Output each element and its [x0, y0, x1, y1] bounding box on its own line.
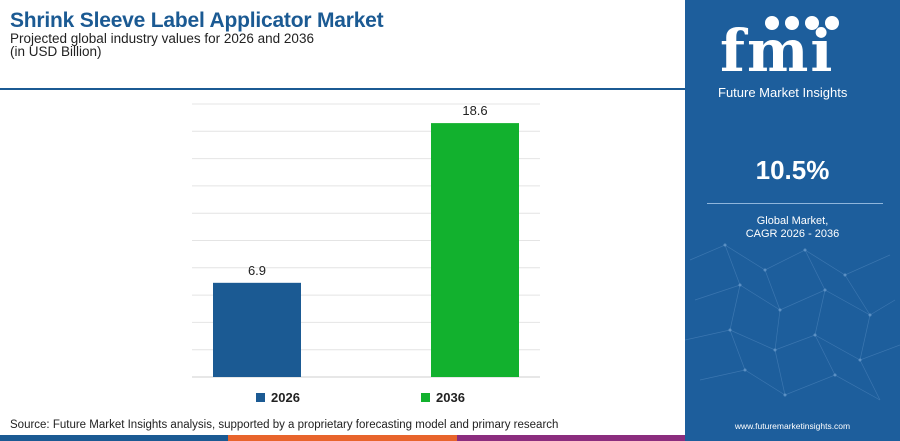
- stripe-segment-purple: [456, 435, 685, 441]
- logo-pictogram-row: [765, 16, 839, 30]
- legend-swatch-2026: [256, 393, 265, 402]
- chart-unit-label: (in USD Billion): [10, 44, 102, 59]
- logo-dot-icon: [785, 16, 799, 30]
- stripe-segment-orange: [228, 435, 457, 441]
- chart-header: Shrink Sleeve Label Applicator Market Pr…: [0, 0, 685, 90]
- cagr-label: Global Market, CAGR 2026 - 2036: [685, 215, 900, 241]
- fmi-logo: fmi Future Market Insights: [685, 10, 900, 110]
- chart-subtitle: Projected global industry values for 202…: [10, 31, 314, 46]
- cagr-value: 10.5%: [755, 155, 830, 185]
- network-pattern-decoration: [685, 243, 900, 401]
- bar-chart: 6.9 18.6: [192, 103, 540, 378]
- logo-dot-icon: [805, 16, 819, 30]
- bar-2026: [213, 282, 301, 377]
- logo-wordmark: fmi: [720, 17, 835, 85]
- legend-item-2036: 2036: [421, 390, 465, 405]
- side-panel: fmi Future Market Insights 10.5% Global …: [685, 0, 900, 441]
- data-label-2026: 6.9: [248, 263, 266, 278]
- data-label-2036: 18.6: [462, 103, 487, 118]
- chart-title: Shrink Sleeve Label Applicator Market: [10, 9, 384, 32]
- stripe-segment-blue: [0, 435, 229, 441]
- legend-label-2036: 2036: [436, 390, 465, 405]
- plot-area: 6.9 18.6: [0, 92, 685, 412]
- legend-item-2026: 2026: [256, 390, 300, 405]
- logo-subtext: Future Market Insights: [718, 85, 848, 100]
- cagr-label-line2: CAGR 2026 - 2036: [745, 228, 840, 240]
- cagr-label-line1: Global Market,: [756, 215, 829, 227]
- panel-divider: [707, 203, 883, 204]
- bar-2036: [431, 123, 519, 377]
- legend-label-2026: 2026: [271, 390, 300, 405]
- website-url: www.futuremarketinsights.com: [734, 421, 851, 431]
- legend-swatch-2036: [421, 393, 430, 402]
- logo-dot-icon: [825, 16, 839, 30]
- chart-legend: 2026 2036: [0, 390, 685, 406]
- source-note: Source: Future Market Insights analysis,…: [10, 419, 559, 431]
- logo-dot-icon: [765, 16, 779, 30]
- bottom-color-stripe: [0, 435, 685, 441]
